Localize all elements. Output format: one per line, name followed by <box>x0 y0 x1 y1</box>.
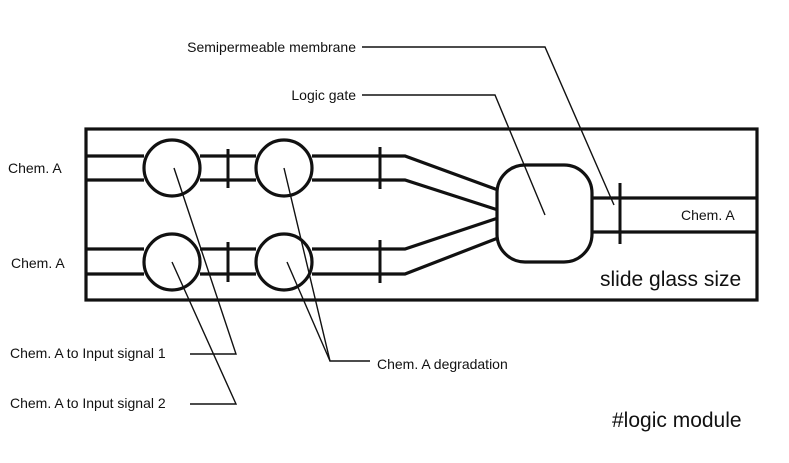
label-semipermeable-membrane: Semipermeable membrane <box>187 39 356 55</box>
label-input-signal-1: Chem. A to Input signal 1 <box>10 345 166 361</box>
leader-input-signal-1 <box>173 167 237 355</box>
label-output: Chem. A <box>681 207 735 223</box>
leader-degradation <box>283 167 370 362</box>
top-input-channel <box>86 154 499 212</box>
module-tag: #logic module <box>612 409 742 432</box>
label-slide-glass: slide glass size <box>600 268 741 291</box>
label-input-signal-2: Chem. A to Input signal 2 <box>10 395 166 411</box>
degradation-chamber-1 <box>254 138 314 198</box>
label-input-bottom: Chem. A <box>11 255 65 271</box>
slide-glass-outline <box>84 127 759 302</box>
label-logic-gate: Logic gate <box>291 87 356 103</box>
label-input-top: Chem. A <box>8 160 62 176</box>
leader-degradation-branch <box>286 261 331 362</box>
logic-gate-chamber <box>495 163 594 264</box>
input-signal-chamber-2 <box>142 232 202 292</box>
leader-semipermeable-membrane <box>362 46 615 206</box>
leader-logic-gate <box>362 94 546 216</box>
degradation-chamber-2 <box>254 232 314 292</box>
leader-input-signal-2 <box>171 261 238 405</box>
label-degradation: Chem. A degradation <box>377 356 508 372</box>
input-signal-chamber-1 <box>142 138 202 198</box>
